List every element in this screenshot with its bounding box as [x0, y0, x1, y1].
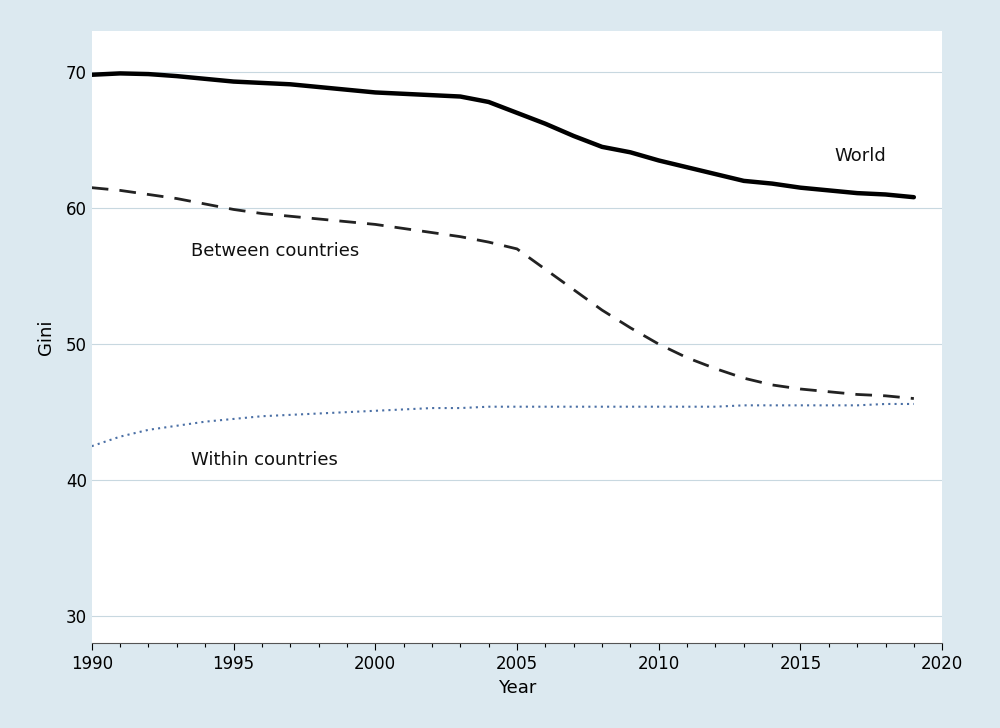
Text: Within countries: Within countries [191, 451, 338, 470]
X-axis label: Year: Year [498, 678, 536, 697]
Y-axis label: Gini: Gini [37, 320, 55, 355]
Text: Between countries: Between countries [191, 242, 359, 260]
Text: World: World [834, 146, 886, 165]
